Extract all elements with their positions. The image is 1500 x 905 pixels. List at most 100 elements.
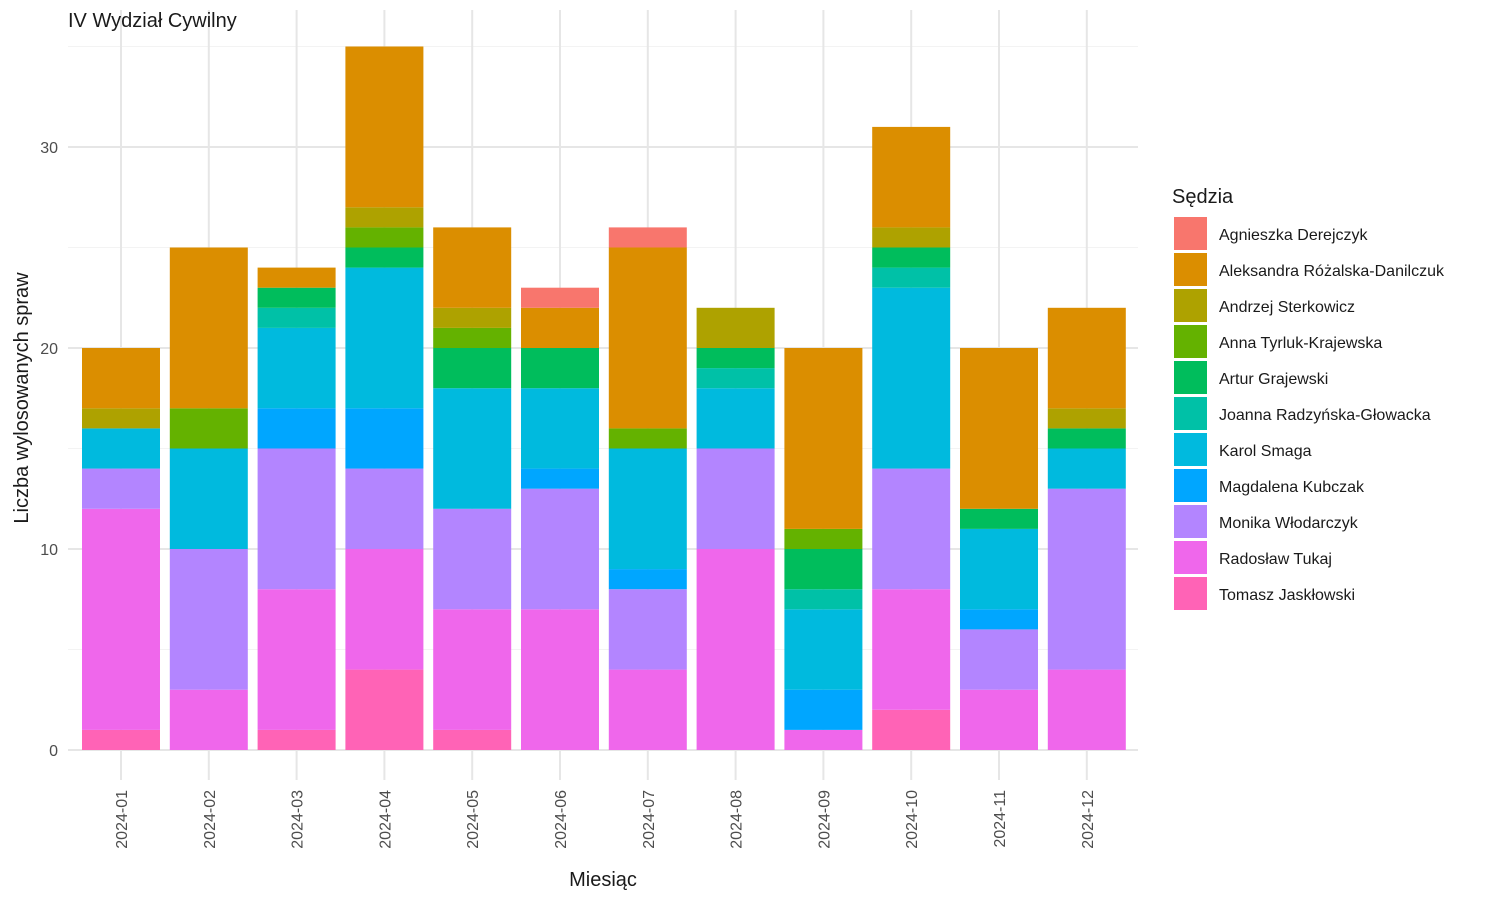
bar-segment-2024-07-aleksandra-różalska-danilczuk (608, 247, 687, 429)
bar-segment-2024-04-radosław-tukaj (345, 549, 424, 670)
bar-segment-2024-12-artur-grajewski (1047, 428, 1126, 449)
legend-items: Agnieszka Derejczyk Aleksandra Różalska-D… (1174, 217, 1445, 610)
bar-segment-2024-12-monika-włodarczyk (1047, 488, 1126, 670)
bar-segment-2024-05-andrzej-sterkowicz (433, 307, 512, 328)
bar-segment-2024-04-magdalena-kubczak (345, 408, 424, 469)
bar-segment-2024-02-aleksandra-różalska-danilczuk (169, 247, 248, 409)
bar-segment-2024-11-radosław-tukaj (960, 689, 1038, 750)
bar-segment-2024-12-radosław-tukaj (1047, 669, 1126, 750)
bar-segment-2024-09-joanna-radzyńska-głowacka (784, 589, 863, 610)
bar-segment-2024-10-andrzej-sterkowicz (872, 227, 951, 248)
bar-segment-2024-11-monika-włodarczyk (960, 629, 1038, 690)
bar-segment-2024-03-aleksandra-różalska-danilczuk (257, 267, 336, 288)
bar-segment-2024-09-radosław-tukaj (784, 729, 863, 750)
bar-segment-2024-01-karol-smaga (82, 428, 160, 469)
legend-label: Agnieszka Derejczyk (1219, 227, 1369, 244)
x-tick-label: 2024-09 (816, 790, 833, 849)
bar-segment-2024-07-karol-smaga (608, 448, 687, 570)
x-tick-label: 2024-02 (202, 790, 219, 849)
bar-segment-2024-06-aleksandra-różalska-danilczuk (521, 307, 599, 348)
bar-segment-2024-10-aleksandra-różalska-danilczuk (872, 126, 951, 228)
x-tick-label: 2024-05 (465, 790, 482, 849)
bar-segment-2024-05-karol-smaga (433, 388, 512, 509)
bar-segment-2024-07-agnieszka-derejczyk (608, 227, 687, 248)
x-tick-label: 2024-08 (729, 790, 746, 849)
x-tick-label: 2024-06 (553, 790, 570, 849)
bar-segment-2024-07-anna-tyrluk-krajewska (608, 428, 687, 449)
bar-segment-2024-01-aleksandra-różalska-danilczuk (82, 348, 160, 409)
legend-label: Monika Włodarczyk (1219, 515, 1359, 532)
bar-segment-2024-11-artur-grajewski (960, 508, 1038, 529)
bar-segment-2024-08-artur-grajewski (696, 348, 775, 369)
bar-segment-2024-10-artur-grajewski (872, 247, 951, 268)
bar-segment-2024-03-artur-grajewski (257, 287, 336, 308)
bar-segment-2024-02-monika-włodarczyk (169, 549, 248, 690)
bar-segment-2024-05-radosław-tukaj (433, 609, 512, 730)
bar-segment-2024-06-radosław-tukaj (521, 609, 599, 750)
bar-segment-2024-06-karol-smaga (521, 388, 599, 469)
bar-segment-2024-03-tomasz-jaskłowski (257, 729, 336, 750)
y-axis-title: Liczba wylosowanych spraw (11, 272, 33, 524)
bar-segment-2024-06-monika-włodarczyk (521, 488, 599, 610)
bar-segment-2024-11-aleksandra-różalska-danilczuk (960, 348, 1038, 509)
bars-layer (82, 46, 1126, 750)
bar-segment-2024-04-karol-smaga (345, 267, 424, 409)
x-tick-label: 2024-04 (377, 790, 394, 849)
y-tick-label: 10 (40, 542, 58, 559)
bar-segment-2024-04-anna-tyrluk-krajewska (345, 227, 424, 248)
legend-title: Sędzia (1172, 186, 1234, 208)
bar-segment-2024-07-monika-włodarczyk (608, 589, 687, 670)
legend-swatch (1174, 541, 1207, 574)
bar-segment-2024-03-magdalena-kubczak (257, 408, 336, 449)
bar-segment-2024-11-magdalena-kubczak (960, 609, 1038, 630)
bar-segment-2024-05-monika-włodarczyk (433, 508, 512, 610)
bar-segment-2024-01-tomasz-jaskłowski (82, 729, 160, 750)
bar-segment-2024-09-magdalena-kubczak (784, 689, 863, 730)
legend-swatch (1174, 469, 1207, 502)
legend-label: Karol Smaga (1219, 443, 1312, 460)
legend-swatch (1174, 397, 1207, 430)
x-tick-label: 2024-12 (1080, 790, 1097, 849)
legend-swatch (1174, 325, 1207, 358)
bar-segment-2024-01-andrzej-sterkowicz (82, 408, 160, 429)
y-tick-label: 20 (40, 341, 58, 358)
bar-segment-2024-06-artur-grajewski (521, 348, 599, 389)
legend-label: Anna Tyrluk-Krajewska (1219, 335, 1382, 352)
legend-label: Joanna Radzyńska-Głowacka (1219, 407, 1431, 424)
legend-label: Magdalena Kubczak (1219, 479, 1365, 496)
bar-segment-2024-08-monika-włodarczyk (696, 448, 775, 549)
legend-swatch (1174, 505, 1207, 538)
bar-segment-2024-07-magdalena-kubczak (608, 569, 687, 590)
x-tick-label: 2024-10 (904, 790, 921, 849)
bar-segment-2024-12-karol-smaga (1047, 448, 1126, 489)
legend-label: Andrzej Sterkowicz (1219, 299, 1355, 316)
bar-segment-2024-04-tomasz-jaskłowski (345, 669, 424, 750)
bar-segment-2024-09-karol-smaga (784, 609, 863, 690)
bar-segment-2024-03-joanna-radzyńska-głowacka (257, 307, 336, 328)
bar-segment-2024-10-karol-smaga (872, 287, 951, 469)
y-tick-label: 30 (40, 140, 58, 157)
x-tick-label: 2024-01 (114, 790, 131, 849)
legend-swatch (1174, 289, 1207, 322)
legend-label: Radosław Tukaj (1219, 551, 1332, 568)
bar-segment-2024-01-monika-włodarczyk (82, 468, 160, 509)
bar-segment-2024-04-aleksandra-różalska-danilczuk (345, 46, 424, 208)
chart-title: IV Wydział Cywilny (68, 10, 237, 32)
x-tick-label: 2024-03 (290, 790, 307, 849)
bar-segment-2024-12-aleksandra-różalska-danilczuk (1047, 307, 1126, 409)
legend-swatch (1174, 253, 1207, 286)
bar-segment-2024-04-andrzej-sterkowicz (345, 207, 424, 228)
bar-segment-2024-05-tomasz-jaskłowski (433, 729, 512, 750)
bar-segment-2024-08-karol-smaga (696, 388, 775, 449)
legend-label: Artur Grajewski (1219, 371, 1328, 388)
bar-segment-2024-09-anna-tyrluk-krajewska (784, 528, 863, 549)
bar-segment-2024-12-andrzej-sterkowicz (1047, 408, 1126, 429)
bar-segment-2024-10-radosław-tukaj (872, 589, 951, 710)
x-axis-title: Miesiąc (569, 869, 637, 891)
legend-swatch (1174, 433, 1207, 466)
bar-segment-2024-03-karol-smaga (257, 327, 336, 409)
bar-segment-2024-02-karol-smaga (169, 448, 248, 549)
bar-segment-2024-06-magdalena-kubczak (521, 468, 599, 489)
bar-segment-2024-09-aleksandra-różalska-danilczuk (784, 348, 863, 529)
